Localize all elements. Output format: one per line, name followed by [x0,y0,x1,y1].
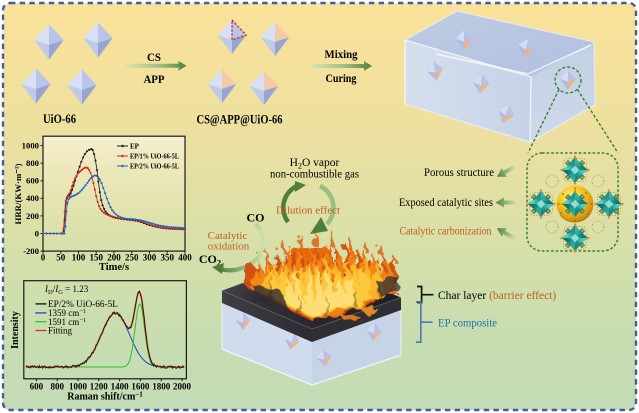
svg-text:Porous structure: Porous structure [424,167,494,179]
svg-text:400: 400 [178,253,192,263]
svg-text:600: 600 [30,382,44,392]
svg-text:CS@APP@UiO-66: CS@APP@UiO-66 [197,113,283,127]
svg-text:H2O vapor: H2O vapor [290,157,340,171]
svg-text:EP/1% UiO-66-5L: EP/1% UiO-66-5L [130,153,179,161]
svg-text:300: 300 [143,253,157,263]
svg-text:CS: CS [147,50,161,64]
svg-text:EP composite: EP composite [438,318,497,330]
svg-text:800: 800 [26,158,40,168]
svg-text:non-combustible gas: non-combustible gas [270,169,359,181]
svg-text:1800: 1800 [152,382,171,392]
svg-text:Dilution effect: Dilution effect [276,205,340,217]
svg-text:1000: 1000 [22,141,40,151]
svg-text:oxidation: oxidation [208,241,250,253]
svg-text:150: 150 [89,253,103,263]
svg-text:UiO-66: UiO-66 [43,112,76,126]
svg-text:0: 0 [41,253,46,263]
svg-text:800: 800 [50,382,64,392]
svg-text:Raman shift/cm−1: Raman shift/cm−1 [67,391,143,403]
svg-text:1359 cm−1: 1359 cm−1 [48,308,86,318]
svg-text:Catalytic: Catalytic [208,230,248,242]
svg-text:0: 0 [35,228,40,238]
svg-text:1200: 1200 [90,382,109,392]
svg-text:600: 600 [26,176,40,186]
svg-text:EP/2% UiO-66-5L: EP/2% UiO-66-5L [130,163,179,171]
svg-text:EP: EP [130,143,140,151]
svg-text:350: 350 [160,253,174,263]
svg-text:400: 400 [26,193,40,203]
svg-text:CO: CO [247,211,265,225]
svg-text:Fitting: Fitting [48,326,73,336]
svg-text:250: 250 [125,253,139,263]
svg-text:APP: APP [144,72,165,86]
svg-text:1591 cm−1: 1591 cm−1 [48,317,86,327]
svg-text:HRR/(KW·m⁻²): HRR/(KW·m⁻²) [13,163,23,224]
svg-text:Curing: Curing [326,71,357,85]
svg-text:Char layer (barrier effect): Char layer (barrier effect) [438,290,556,302]
svg-text:1600: 1600 [131,382,150,392]
svg-text:200: 200 [107,253,121,263]
svg-text:2000: 2000 [173,382,192,392]
svg-text:1400: 1400 [111,382,130,392]
svg-text:Mixing: Mixing [325,47,358,61]
svg-text:Catalytic carbonization: Catalytic carbonization [400,226,492,238]
svg-text:200: 200 [26,211,40,221]
svg-text:-200: -200 [23,246,40,256]
svg-text:1000: 1000 [69,382,88,392]
svg-text:EP/2% UiO-66-5L: EP/2% UiO-66-5L [48,299,118,309]
svg-text:Intensity: Intensity [10,311,21,349]
svg-text:100: 100 [72,253,86,263]
svg-text:Exposed catalytic sites: Exposed catalytic sites [399,197,493,209]
svg-text:ID/IG = 1.23: ID/IG = 1.23 [44,284,89,296]
svg-text:Time/s: Time/s [99,262,129,273]
svg-text:CO2: CO2 [199,252,221,268]
svg-text:50: 50 [56,253,66,263]
